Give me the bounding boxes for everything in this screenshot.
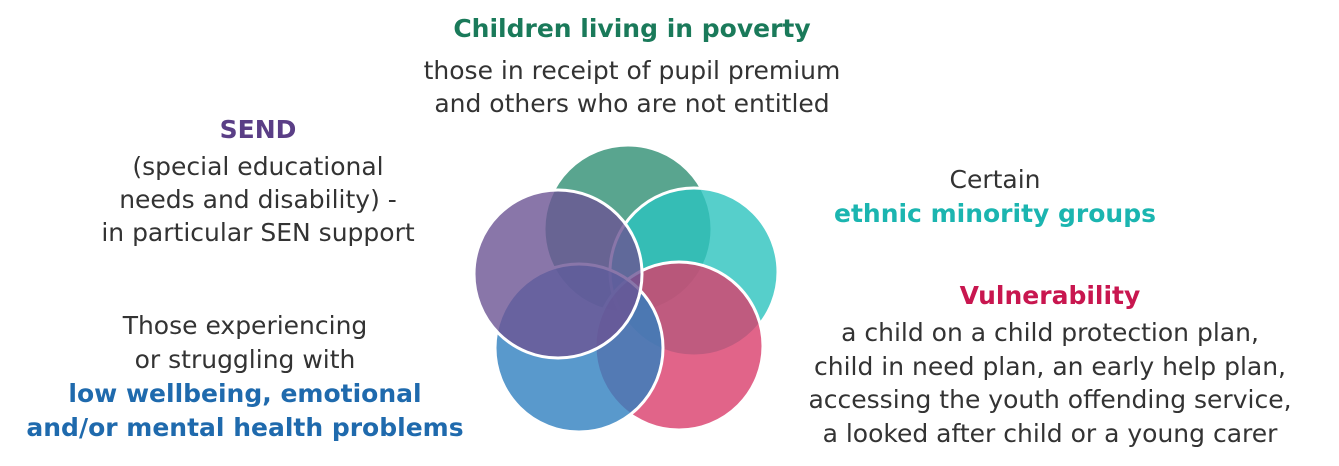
wellbeing-title: low wellbeing, emotional [68,379,421,408]
poverty-title: Children living in poverty [453,14,810,43]
ethnicity-title: ethnic minority groups [834,199,1156,228]
circle-send [472,188,644,360]
send-line: needs and disability) - [119,185,397,214]
send-line: in particular SEN support [101,218,415,247]
ethnicity-lead: Certain [949,165,1040,194]
poverty-line: those in receipt of pupil premium [424,56,841,85]
vulnerability-line: a child on a child protection plan, [841,318,1259,347]
wellbeing-title: and/or mental health problems [26,413,463,442]
vulnerability-line: child in need plan, an early help plan, [814,352,1286,381]
circles [472,143,780,434]
poverty-line: and others who are not entitled [434,89,829,118]
vulnerability-line: a looked after child or a young carer [823,419,1279,448]
vulnerability-line: accessing the youth offending service, [808,385,1291,414]
send-title: SEND [220,115,297,144]
wellbeing-lead: or struggling with [135,345,356,374]
vulnerability-title: Vulnerability [960,281,1141,310]
send-line: (special educational [132,152,383,181]
wellbeing-lead: Those experiencing [122,311,368,340]
